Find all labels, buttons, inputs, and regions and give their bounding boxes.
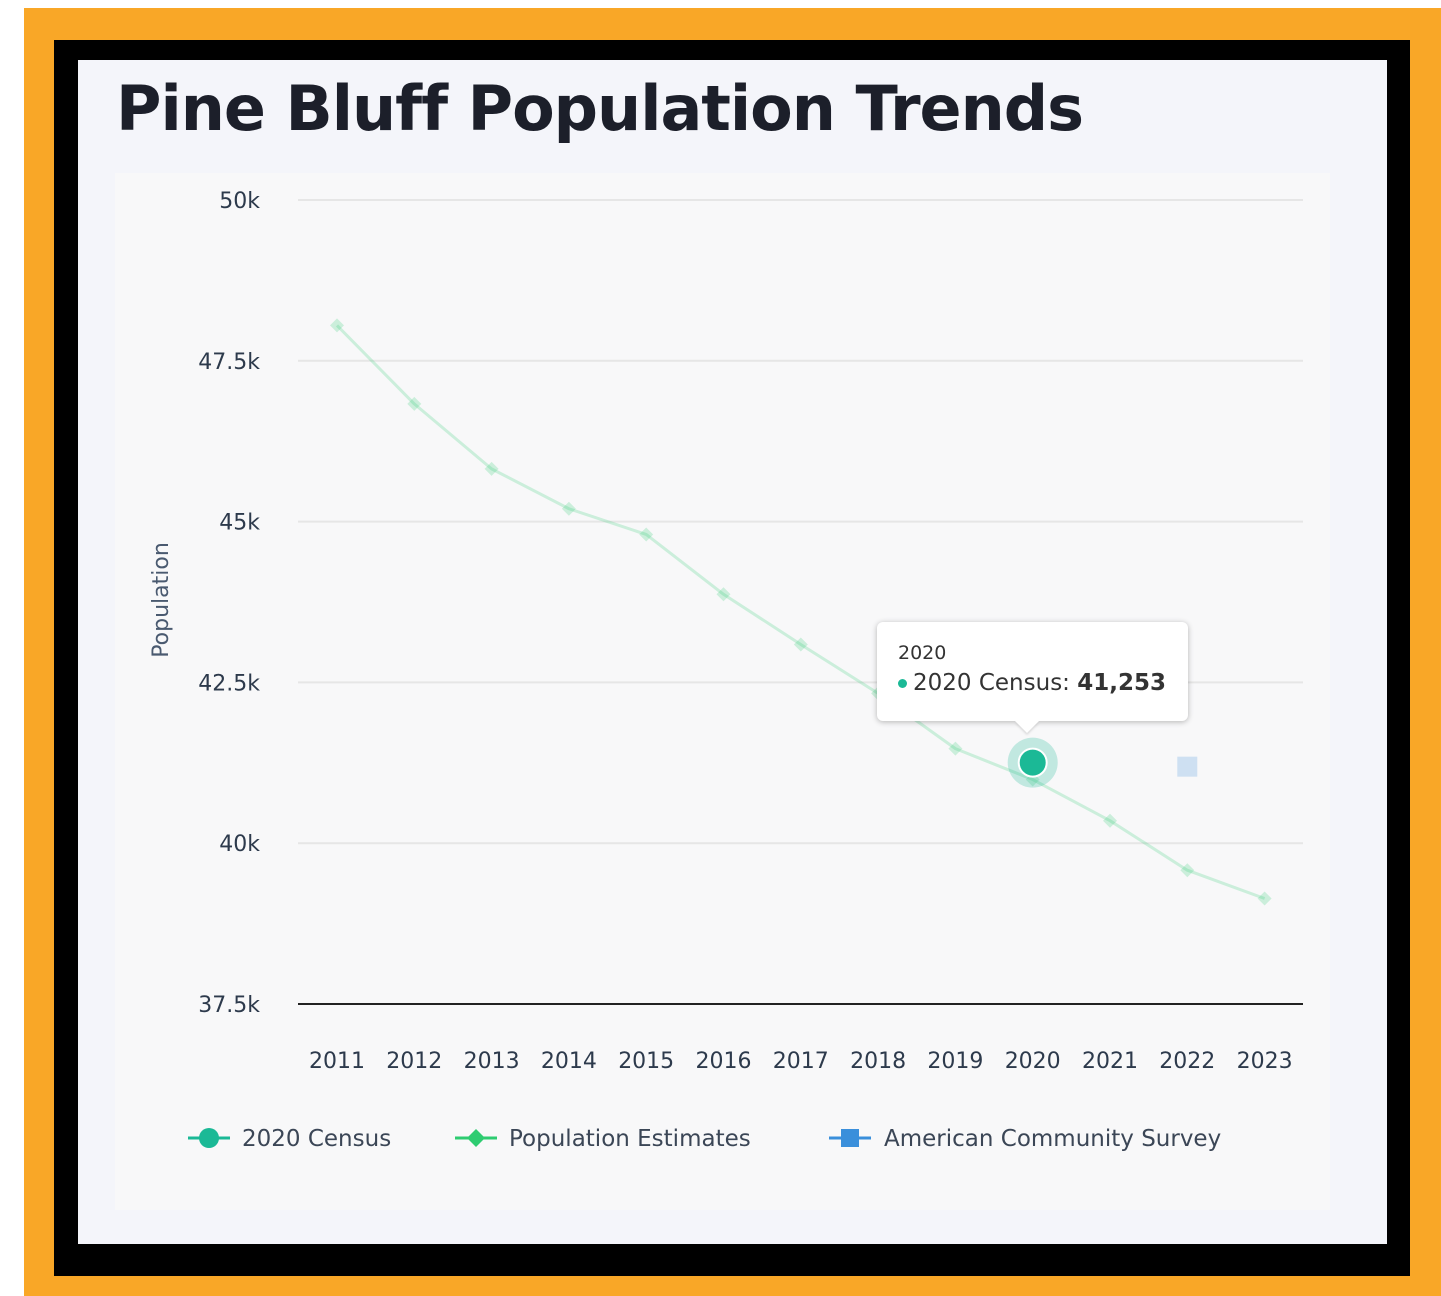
x-tick-label: 2016 — [696, 1049, 752, 1074]
x-tick-label: 2015 — [618, 1049, 674, 1074]
data-point-population-estimates — [716, 587, 731, 602]
x-tick-label: 2019 — [927, 1049, 983, 1074]
tooltip-year: 2020 — [898, 642, 947, 664]
y-tick-label: 45k — [219, 511, 260, 536]
data-point-population-estimates — [948, 741, 963, 756]
data-point-population-estimates — [561, 501, 576, 516]
legend-marker — [467, 1129, 485, 1147]
data-point-population-estimates — [1257, 891, 1272, 906]
data-tooltip: 2020 2020 Census: 41,253 — [877, 622, 1188, 721]
y-tick-label: 40k — [219, 832, 260, 857]
x-tick-label: 2013 — [464, 1049, 520, 1074]
legend-label: Population Estimates — [509, 1126, 751, 1152]
x-tick-label: 2012 — [386, 1049, 442, 1074]
y-tick-label: 47.5k — [198, 350, 260, 375]
data-point-population-estimates — [793, 637, 808, 652]
axes: 50k 47.5k 45k 42.5k 40k 37.5k 2011 2012 2013 2014… — [198, 189, 1303, 1074]
legend: 2020 Census Population Estimates American … — [188, 1126, 1221, 1152]
legend-label: American Community Survey — [884, 1126, 1221, 1152]
x-tick-label: 2021 — [1082, 1049, 1138, 1074]
data-point-2020-census[interactable] — [1017, 747, 1048, 778]
data-point-population-estimates — [484, 461, 499, 476]
legend-marker — [199, 1128, 219, 1148]
y-tick-label: 42.5k — [198, 671, 260, 696]
legend-item[interactable]: American Community Survey — [829, 1126, 1221, 1152]
tooltip-series-label: 2020 Census: — [913, 670, 1070, 696]
tooltip-value: 41,253 — [1077, 670, 1167, 696]
x-tick-label: 2018 — [850, 1049, 906, 1074]
legend-item[interactable]: Population Estimates — [455, 1126, 751, 1152]
legend-label: 2020 Census — [242, 1126, 391, 1152]
x-tick-label: 2020 — [1005, 1049, 1061, 1074]
tooltip-series-dot — [898, 679, 907, 688]
tooltip-row: 2020 Census: 41,253 — [898, 670, 1188, 696]
data-point-population-estimates — [1180, 863, 1195, 878]
data-point-population-estimates — [407, 396, 422, 411]
legend-item[interactable]: 2020 Census — [188, 1126, 391, 1152]
series-line-population-estimates — [335, 324, 1266, 900]
x-tick-label: 2017 — [773, 1049, 829, 1074]
data-point-population-estimates — [639, 527, 654, 542]
x-tick-label: 2023 — [1237, 1049, 1293, 1074]
series-layer — [330, 318, 1272, 906]
x-tick-label: 2011 — [309, 1049, 365, 1074]
data-point-population-estimates — [330, 318, 344, 333]
y-axis-label: Population — [149, 542, 174, 658]
legend-marker — [841, 1129, 859, 1147]
x-tick-label: 2014 — [541, 1049, 597, 1074]
page-title: Pine Bluff Population Trends — [116, 72, 1084, 145]
y-tick-label: 37.5k — [198, 993, 260, 1018]
data-point-american-community-survey — [1177, 756, 1198, 777]
gridlines — [298, 199, 1303, 845]
y-tick-label: 50k — [219, 189, 260, 214]
data-point-population-estimates — [1103, 813, 1117, 828]
x-tick-label: 2022 — [1159, 1049, 1215, 1074]
